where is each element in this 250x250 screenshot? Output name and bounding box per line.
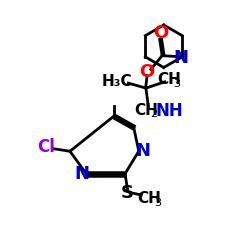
Text: O: O (140, 64, 155, 82)
Text: 2: 2 (150, 110, 157, 120)
Text: CH: CH (137, 191, 161, 206)
Text: CH: CH (158, 72, 182, 88)
Text: S: S (121, 184, 134, 202)
Text: H₃C: H₃C (102, 74, 132, 89)
Text: 3: 3 (154, 198, 161, 207)
Text: CH: CH (134, 103, 158, 118)
Text: 3: 3 (174, 78, 181, 89)
Text: Cl: Cl (37, 138, 55, 156)
Text: N: N (174, 49, 188, 67)
Text: N: N (136, 142, 151, 160)
Text: O: O (153, 24, 168, 42)
Text: NH: NH (156, 102, 184, 120)
Text: N: N (74, 165, 89, 183)
